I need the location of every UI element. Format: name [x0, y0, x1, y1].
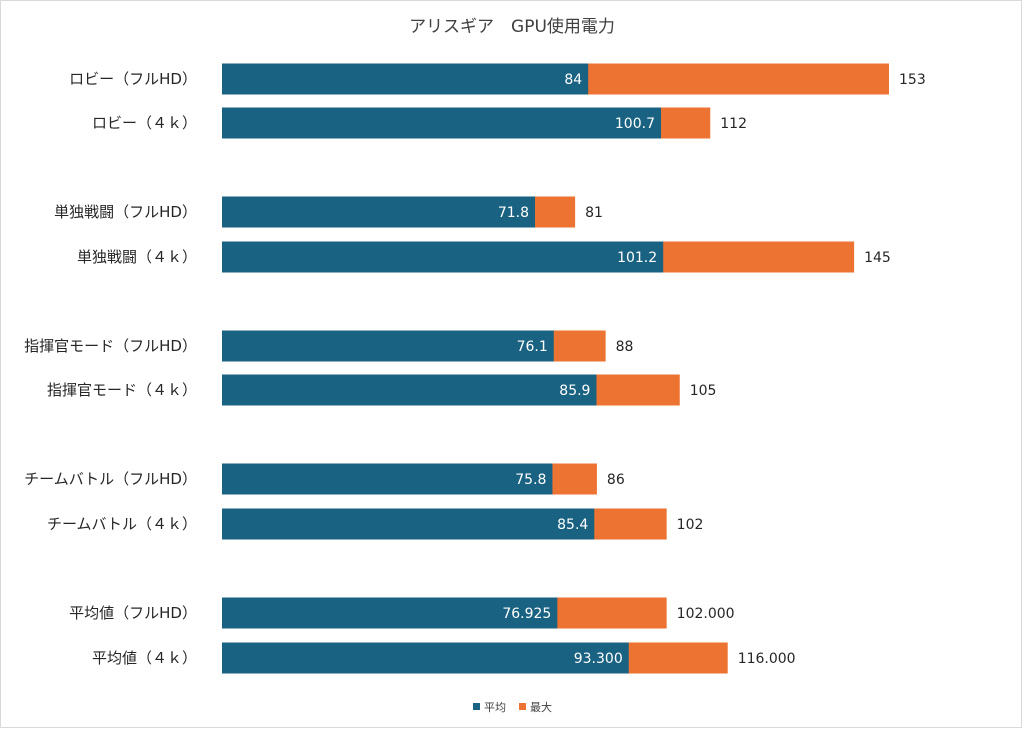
- data-label-avg: 93.300: [574, 651, 623, 667]
- data-label-max: 88: [616, 339, 634, 355]
- data-label-max: 86: [607, 472, 625, 488]
- data-label-max: 105: [690, 383, 717, 399]
- data-label-avg: 100.7: [615, 116, 655, 132]
- legend-label-avg: 平均: [484, 701, 506, 714]
- data-label-max: 102.000: [677, 606, 735, 622]
- data-label-max: 81: [585, 205, 603, 221]
- legend-swatch-max: [519, 703, 526, 710]
- bar-avg: [222, 508, 595, 540]
- data-label-max: 116.000: [738, 651, 796, 667]
- category-label: チームバトル（フルHD）: [24, 470, 197, 488]
- chart-title: アリスギア GPU使用電力: [409, 16, 615, 37]
- category-label: ロビー（フルHD）: [69, 70, 197, 88]
- bar-avg: [222, 642, 629, 674]
- legend-swatch-avg: [473, 703, 480, 710]
- bar-avg: [222, 107, 661, 139]
- data-label-max: 112: [720, 116, 747, 132]
- data-label-avg: 84: [564, 72, 582, 88]
- category-label: ロビー（４ｋ）: [92, 114, 197, 132]
- data-label-avg: 85.4: [557, 517, 588, 533]
- bar-avg: [222, 241, 664, 273]
- data-labels: 84 153 100.7 112 71.8 81 101.2 145 76.1 88 85.9 105…: [498, 72, 926, 667]
- data-label-avg: 75.8: [515, 472, 546, 488]
- bar-avg: [222, 330, 554, 362]
- data-label-max: 153: [899, 72, 926, 88]
- bar-avg: [222, 374, 597, 406]
- data-label-max: 145: [864, 250, 891, 266]
- data-label-avg: 76.1: [517, 339, 548, 355]
- bar-avg: [222, 63, 589, 95]
- category-label: 単独戦闘（４ｋ）: [77, 248, 197, 266]
- data-label-avg: 71.8: [498, 205, 529, 221]
- series-max-bars: [222, 63, 889, 674]
- category-label: 平均値（４ｋ）: [92, 649, 197, 667]
- bar-avg: [222, 463, 553, 495]
- series-avg-bars: [222, 63, 664, 674]
- legend-label-max: 最大: [530, 700, 552, 714]
- category-label: 平均値（フルHD）: [69, 604, 197, 622]
- legend: 平均 最大: [473, 700, 552, 714]
- bar-avg: [222, 196, 536, 228]
- category-label: 指揮官モード（フルHD）: [24, 337, 197, 355]
- category-label: 単独戦闘（フルHD）: [54, 203, 197, 221]
- data-label-avg: 85.9: [559, 383, 590, 399]
- data-label-avg: 76.925: [502, 606, 551, 622]
- data-label-avg: 101.2: [617, 250, 657, 266]
- category-label: 指揮官モード（４ｋ）: [47, 381, 197, 399]
- category-label: チームバトル（４ｋ）: [47, 515, 197, 533]
- category-labels: ロビー（フルHD） ロビー（４ｋ） 単独戦闘（フルHD） 単独戦闘（４ｋ） 指揮官モード…: [24, 70, 197, 667]
- bar-avg: [222, 597, 558, 629]
- data-label-max: 102: [677, 517, 704, 533]
